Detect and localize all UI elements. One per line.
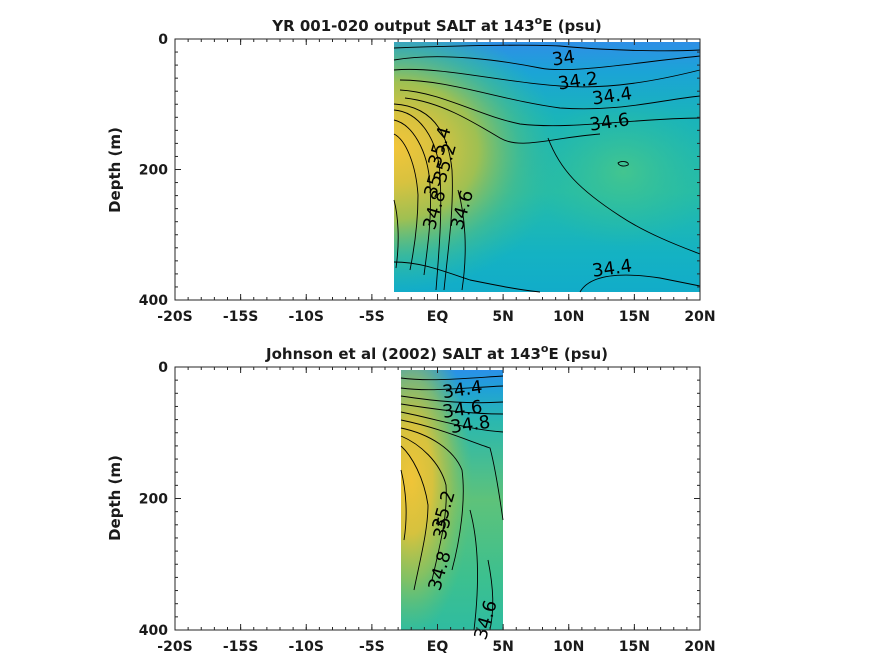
y-tick-label: 200 [139,492,168,508]
contour-label: 34 [551,47,577,71]
panel-2-ylabel: Depth (m) [106,455,124,541]
x-tick-label: EQ [427,639,449,655]
x-tick-label: -20S [157,639,192,655]
panel-1-x-ticks: -20S -15S -10S -5S EQ 5N 10N 15N 20N [157,39,716,325]
x-tick-label: -20S [157,309,192,325]
x-tick-label: 10N [553,639,584,655]
panel-2-y-ticks: 0 200 400 [139,360,700,639]
panel-2-x-ticks: -20S -15S -10S -5S EQ 5N 10N 15N 20N [157,367,716,655]
x-tick-label: 20N [684,639,715,655]
x-tick-label: -15S [223,309,258,325]
y-tick-label: 0 [158,32,168,48]
panel-1-title: YR 001-020 output SALT at 143oE (psu) [271,14,602,35]
x-tick-label: -10S [289,639,324,655]
x-tick-label: -5S [359,309,385,325]
x-tick-label: 15N [619,309,650,325]
panel-1-field-hot [394,42,700,292]
x-tick-label: -10S [289,309,324,325]
x-tick-label: -15S [223,639,258,655]
panel-1-field [394,42,700,292]
panel-1-ylabel: Depth (m) [106,127,124,213]
x-tick-label: 15N [619,639,650,655]
panel-2: Johnson et al (2002) SALT at 143oE (psu)… [106,342,716,655]
panel-2-contours [400,375,504,631]
panel-1-y-ticks: 0 200 400 [139,32,700,309]
y-tick-label: 200 [139,163,168,179]
x-tick-label: 10N [553,309,584,325]
y-tick-label: 400 [139,293,168,309]
y-tick-label: 400 [139,623,168,639]
y-tick-label: 0 [158,360,168,376]
panel-2-title: Johnson et al (2002) SALT at 143oE (psu) [265,342,608,363]
x-tick-label: 5N [492,309,513,325]
panel-1-contours [393,44,701,293]
x-tick-label: 20N [684,309,715,325]
x-tick-label: -5S [359,639,385,655]
panel-2-field [401,370,503,630]
x-tick-label: EQ [427,309,449,325]
panel-1: YR 001-020 output SALT at 143oE (psu) 34 [106,14,716,325]
x-tick-label: 5N [492,639,513,655]
